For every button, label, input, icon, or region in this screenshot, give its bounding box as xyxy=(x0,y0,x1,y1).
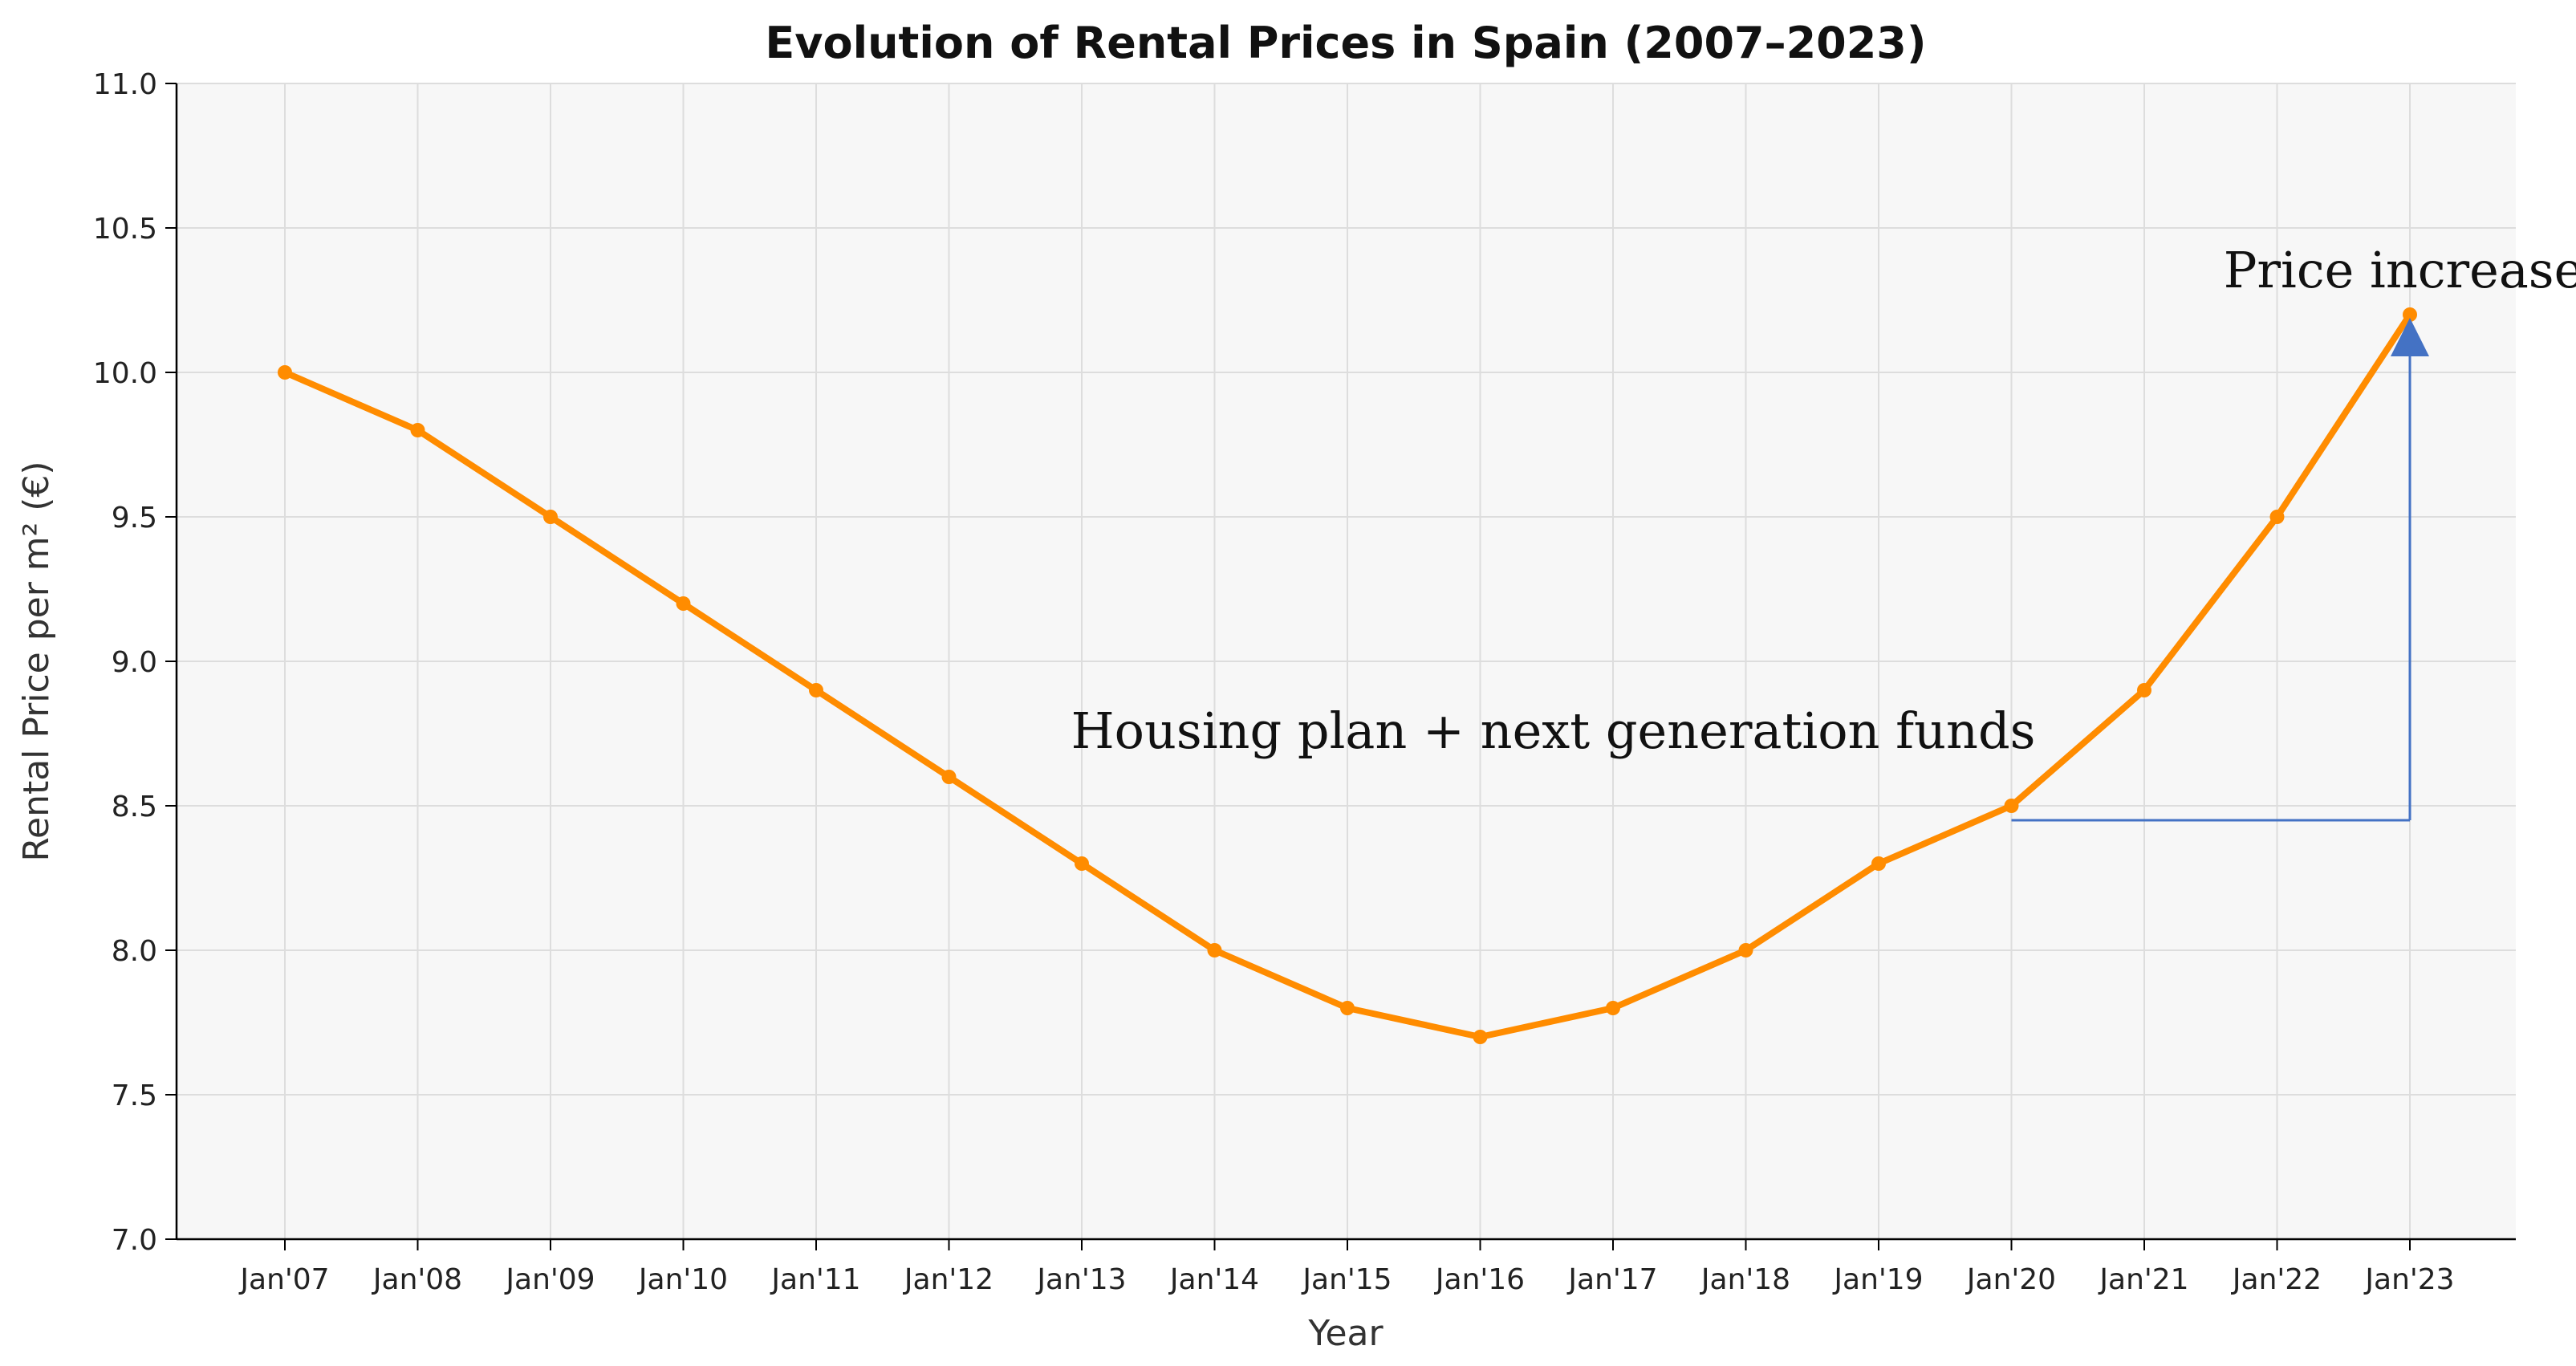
data-point xyxy=(809,683,823,697)
data-point xyxy=(2137,683,2151,697)
x-tick-label: Jan'21 xyxy=(2098,1263,2188,1296)
x-tick-label: Jan'10 xyxy=(637,1263,728,1296)
chart-title: Evolution of Rental Prices in Spain (200… xyxy=(765,18,1926,68)
data-point xyxy=(1871,856,1886,871)
data-point xyxy=(1738,943,1753,957)
x-tick-label: Jan'19 xyxy=(1832,1263,1923,1296)
x-tick-label: Jan'07 xyxy=(238,1263,329,1296)
y-axis-label: Rental Price per m² (€) xyxy=(16,461,57,861)
y-tick-label: 7.5 xyxy=(112,1079,157,1112)
data-point xyxy=(1606,1001,1620,1015)
data-point xyxy=(2269,510,2285,524)
annotations: Housing plan + next generation funds Pric… xyxy=(1071,241,2576,822)
x-axis-label: Year xyxy=(1307,1313,1383,1354)
x-tick-label: Jan'17 xyxy=(1566,1263,1657,1296)
data-point xyxy=(941,770,957,784)
data-point xyxy=(1075,856,1089,871)
x-axis-ticks: Jan'07 Jan'08 Jan'09 Jan'10 Jan'11 Jan'12 Jan'… xyxy=(238,1239,2455,1296)
data-point xyxy=(410,423,425,437)
x-tick-label: Jan'23 xyxy=(2363,1263,2454,1296)
y-tick-label: 10.0 xyxy=(93,357,157,390)
y-tick-label: 9.0 xyxy=(112,646,157,679)
data-point xyxy=(2403,307,2417,322)
annotation-price-increase: Price increase xyxy=(2224,241,2576,299)
y-tick-label: 10.5 xyxy=(93,213,157,246)
x-tick-label: Jan'11 xyxy=(770,1263,860,1296)
data-point xyxy=(543,510,558,524)
data-point xyxy=(676,596,691,611)
x-tick-label: Jan'13 xyxy=(1035,1263,1126,1296)
x-tick-label: Jan'14 xyxy=(1168,1263,1259,1296)
data-point xyxy=(1473,1030,1488,1044)
series-group xyxy=(278,307,2417,1044)
y-tick-label: 8.0 xyxy=(112,935,157,968)
y-tick-label: 7.0 xyxy=(112,1224,157,1257)
data-point xyxy=(278,365,292,380)
x-tick-label: Jan'15 xyxy=(1301,1263,1392,1296)
x-tick-label: Jan'08 xyxy=(372,1263,462,1296)
grid-lines xyxy=(177,83,2516,1240)
x-tick-label: Jan'20 xyxy=(1965,1263,2056,1296)
y-axis-ticks: 7.0 7.5 8.0 8.5 9.0 9.5 10.0 10.5 11.0 xyxy=(93,68,177,1257)
data-point xyxy=(1340,1001,1355,1015)
x-tick-label: Jan'22 xyxy=(2231,1263,2322,1296)
y-tick-label: 11.0 xyxy=(93,68,157,101)
x-tick-label: Jan'16 xyxy=(1434,1263,1525,1296)
annotation-housing-plan: Housing plan + next generation funds xyxy=(1071,701,2036,760)
data-point xyxy=(2004,799,2019,813)
data-point xyxy=(1207,943,1222,957)
y-tick-label: 9.5 xyxy=(112,502,157,535)
x-tick-label: Jan'12 xyxy=(903,1263,993,1296)
y-tick-label: 8.5 xyxy=(112,791,157,823)
x-tick-label: Jan'09 xyxy=(504,1263,595,1296)
x-tick-label: Jan'18 xyxy=(1700,1263,1790,1296)
arrow-head-icon xyxy=(2391,318,2429,356)
